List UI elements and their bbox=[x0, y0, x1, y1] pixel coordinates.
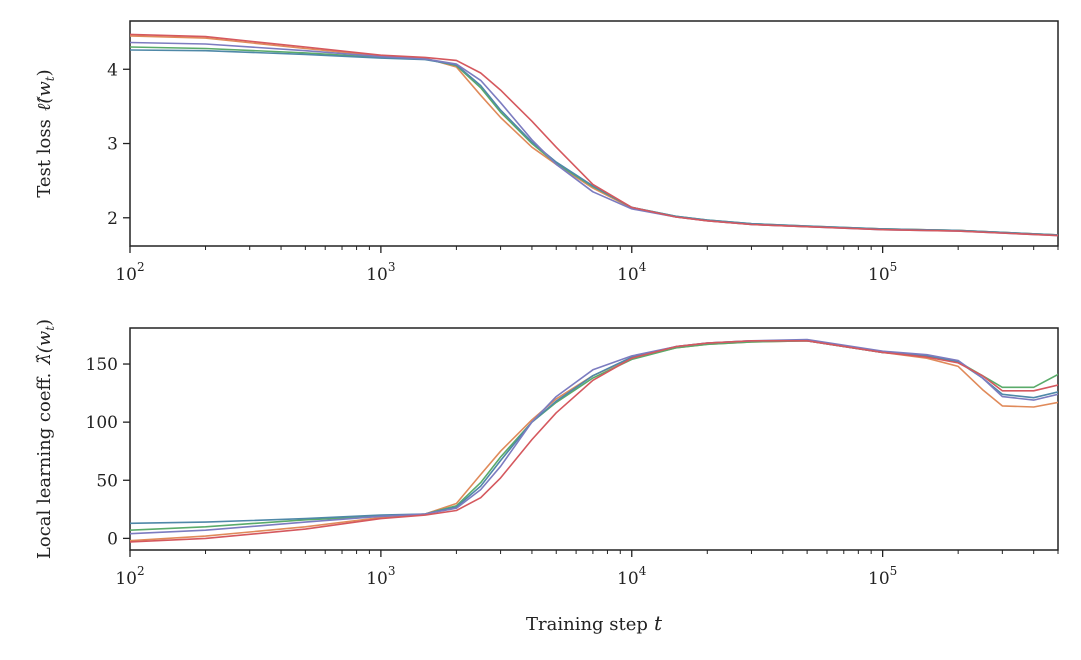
llc-panel: 102 103 104 105 0 50 100 150 Local learning coe… bbox=[34, 319, 1059, 635]
llc-ytick-label-1: 50 bbox=[96, 471, 118, 491]
llc-series-run-red bbox=[130, 339, 1058, 543]
test-loss-series-run-orange bbox=[130, 35, 1058, 236]
test-loss-plot-frame bbox=[129, 20, 1059, 247]
x-axis-label: Training step t bbox=[526, 611, 663, 635]
llc-xtick-label-3: 105 bbox=[868, 564, 897, 589]
test-loss-series-run-purple bbox=[130, 41, 1058, 237]
test-loss-series-run-green bbox=[130, 46, 1058, 236]
llc-ytick-label-3: 150 bbox=[86, 355, 118, 375]
test-loss-ytick-label-0: 2 bbox=[107, 209, 118, 229]
llc-plot-frame bbox=[129, 327, 1059, 551]
test-loss-xtick-label-1: 103 bbox=[366, 260, 395, 285]
test-loss-xtick-label-3: 105 bbox=[868, 260, 897, 285]
test-loss-series-run-red bbox=[130, 33, 1058, 237]
llc-series bbox=[130, 338, 1058, 543]
test-loss-series bbox=[130, 33, 1058, 237]
test-loss-panel: 102 103 104 105 2 3 4 Test lossℓ̂(wt) bbox=[34, 20, 1059, 285]
test-loss-ticks: 102 103 104 105 2 3 4 bbox=[107, 60, 1059, 285]
llc-series-run-orange bbox=[130, 339, 1058, 542]
llc-xtick-label-0: 102 bbox=[115, 564, 144, 589]
test-loss-xtick-label-0: 102 bbox=[115, 260, 144, 285]
test-loss-y-axis-label: Test lossℓ̂(wt) bbox=[34, 69, 57, 197]
llc-ytick-label-0: 0 bbox=[107, 529, 118, 549]
test-loss-xtick-label-2: 104 bbox=[617, 260, 647, 285]
llc-series-run-purple bbox=[130, 338, 1058, 535]
llc-ytick-label-2: 100 bbox=[86, 413, 118, 433]
llc-xtick-label-2: 104 bbox=[617, 564, 647, 589]
test-loss-series-run-teal bbox=[130, 49, 1058, 236]
llc-y-axis-label: Local learning coeff.λ̂(wt) bbox=[34, 319, 57, 559]
test-loss-ytick-label-2: 4 bbox=[107, 60, 118, 80]
llc-xtick-label-1: 103 bbox=[366, 564, 395, 589]
test-loss-ytick-label-1: 3 bbox=[107, 135, 118, 155]
llc-ticks: 102 103 104 105 0 50 100 150 bbox=[86, 355, 1059, 589]
llc-series-run-teal bbox=[130, 339, 1058, 525]
